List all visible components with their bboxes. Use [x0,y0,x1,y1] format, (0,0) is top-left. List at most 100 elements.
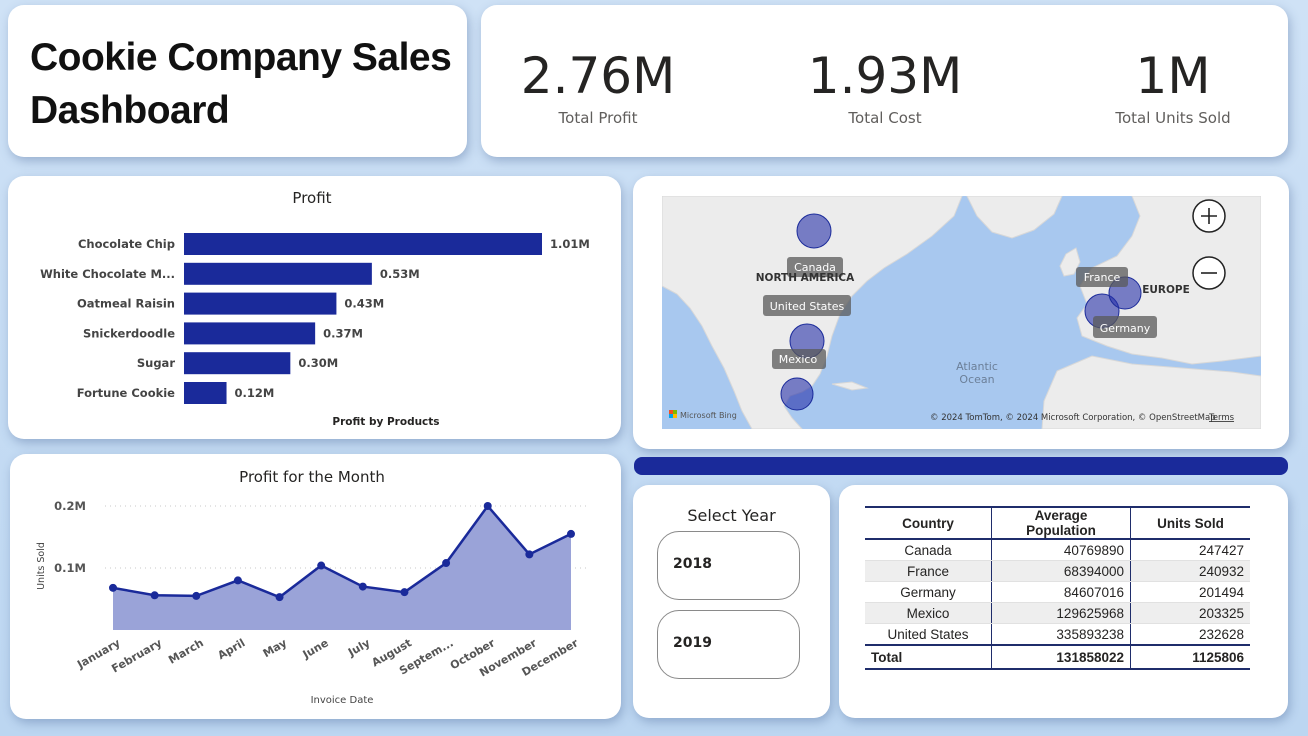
profit-point[interactable] [525,550,534,559]
north-america-label: NORTH AMERICA [756,272,855,284]
kpi-total-units-sold: 1M Total Units Sold [1043,45,1303,127]
profit-line [112,503,572,599]
kpi-label: Total Units Sold [1115,109,1231,127]
profit-point[interactable] [109,583,117,592]
country-map[interactable]: Canada NORTH AMERICA United States Mexic… [662,196,1261,429]
label-bg [1093,316,1157,338]
profit-bar[interactable] [184,233,542,255]
table-row[interactable]: Canada 40769890 247427 [865,539,1250,561]
kpi-total-profit: 2.76M Total Profit [468,45,728,127]
canada-bubble[interactable] [796,213,832,249]
kpi-total-cost: 1.93M Total Cost [755,45,1015,127]
profit-point[interactable] [317,561,326,570]
profit-point[interactable] [275,593,284,602]
profit-point[interactable] [192,591,201,600]
kpi-card: 2.76M Total Profit 1.93M Total Cost 1M T… [481,5,1288,157]
year-2019-button[interactable]: 2019 [657,610,800,679]
profit-point[interactable] [233,576,242,585]
bar-category-label: Sugar [137,356,175,370]
europe-label: EUROPE [1142,284,1190,296]
label-bg [787,257,843,277]
y-tick-label: 0.1M [54,561,86,575]
bing-logo-icon-part [673,410,677,414]
profit-bar-chart: Profit Chocolate Chip 1.01M White Chocolat… [40,189,590,428]
cell-country: France [865,560,992,582]
year-label: 2019 [673,635,712,651]
bing-logo-icon-part [673,414,677,418]
greenland-land [966,196,1063,239]
line-chart-title: Profit for the Month [239,468,385,486]
cell-total-units: 1125806 [1130,644,1250,670]
year-slicer-card: Select Year 2018 2019 [633,485,830,718]
zoom-in-button[interactable] [1192,199,1226,233]
cell-population: 84607016 [991,581,1131,603]
profit-point[interactable] [400,588,409,597]
africa-land [1041,355,1261,429]
map-terms-link[interactable]: Terms [1208,413,1235,423]
cuba-land [831,381,869,391]
profit-point[interactable] [483,502,492,510]
x-tick-label: March [166,636,206,666]
cell-units: 247427 [1130,539,1250,561]
label-bg [1076,267,1128,287]
bar-data-label: 0.43M [344,297,384,311]
monthly-profit-chart-card: Profit for the Month Units Sold Invoice … [10,454,621,719]
map-canvas: Canada NORTH AMERICA United States Mexic… [662,196,1261,429]
profit-point[interactable] [567,529,575,538]
country-table: Country Average Population Units Sold Ca… [865,506,1250,670]
line-chart-ylabel: Units Sold [36,542,47,590]
table-header-row: Country Average Population Units Sold [865,506,1250,540]
title-card: Cookie Company Sales Dashboard [8,5,467,157]
cell-units: 232628 [1130,623,1250,646]
kpi-label: Total Profit [558,109,638,127]
cell-total-population: 131858022 [991,644,1131,670]
y-tick-label: 0.2M [54,499,86,513]
united-states-label: United States [770,300,845,313]
map-attribution: © 2024 TomTom, © 2024 Microsoft Corporat… [930,413,1216,423]
cell-units: 240932 [1130,560,1250,582]
blue-divider-bar [634,457,1288,475]
profit-bar[interactable] [184,382,227,404]
cell-population: 129625968 [991,602,1131,624]
cell-population: 335893238 [991,623,1131,646]
ocean-label: Ocean [959,373,994,386]
table-row[interactable]: Germany 84607016 201494 [865,581,1250,603]
bar-data-label: 0.30M [298,356,338,370]
zoom-out-button[interactable] [1192,256,1226,290]
profit-point[interactable] [358,582,367,591]
column-header-units-sold[interactable]: Units Sold [1130,506,1250,540]
mexico-bubble[interactable] [780,377,814,411]
label-bg [763,295,851,316]
profit-bar[interactable] [184,292,337,315]
cell-country: United States [865,623,992,646]
table-row[interactable]: Mexico 129625968 203325 [865,602,1250,624]
profit-point[interactable] [150,591,159,600]
table-total-row: Total 131858022 1125806 [865,644,1250,670]
bar-chart-xlabel: Profit by Products [332,416,439,428]
profit-bar-chart-card: Profit Chocolate Chip 1.01M White Chocolat… [8,176,621,439]
cell-country: Canada [865,539,992,561]
profit-bar[interactable] [184,352,291,375]
table-row[interactable]: France 68394000 240932 [865,560,1250,582]
profit-point[interactable] [442,559,451,568]
profit-bar[interactable] [184,262,372,285]
bing-text: Microsoft Bing [680,411,737,420]
column-header-average-population[interactable]: Average Population [991,506,1131,540]
map-card: Canada NORTH AMERICA United States Mexic… [633,176,1289,449]
x-tick-label: June [300,636,331,661]
x-tick-label: May [261,636,289,660]
cell-country: Mexico [865,602,992,624]
kpi-value: 1M [1135,47,1211,105]
line-chart-xlabel: Invoice Date [311,695,374,706]
table-row[interactable]: United States 335893238 232628 [865,623,1250,646]
year-2018-button[interactable]: 2018 [657,531,800,600]
cell-population: 68394000 [991,560,1131,582]
column-header-country[interactable]: Country [865,506,992,540]
x-tick-label: April [215,636,247,662]
kpi-value: 2.76M [520,47,676,105]
monthly-profit-chart: Profit for the Month Units Sold Invoice … [36,468,590,706]
bar-category-label: Snickerdoodle [83,326,175,340]
profit-bar[interactable] [184,322,316,345]
year-label: 2018 [673,556,712,572]
cell-total-label: Total [865,644,992,670]
